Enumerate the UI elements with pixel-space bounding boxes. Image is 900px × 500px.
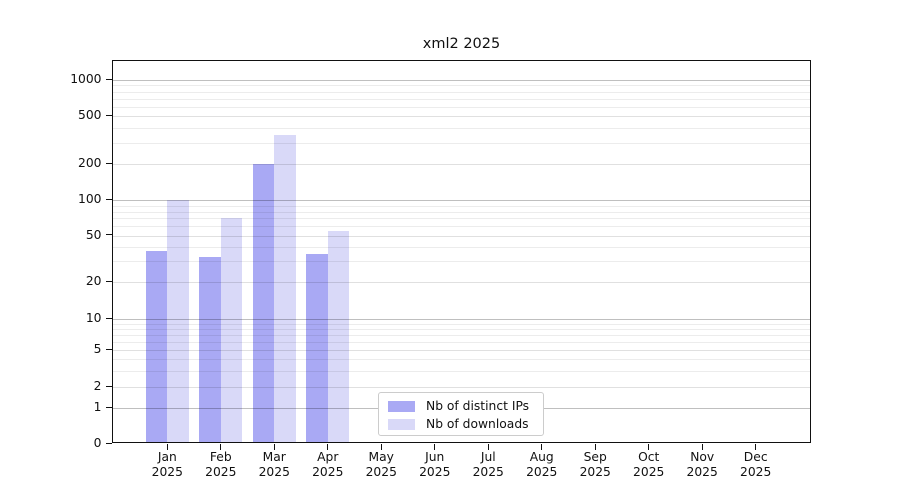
y-tick-label-2: 2 [93, 379, 102, 393]
legend-label-distinct-ips: Nb of distinct IPs [426, 399, 530, 413]
y-tick-mark-1 [105, 406, 112, 408]
x-tick-mark-nov [701, 443, 703, 450]
y-tick-label-1000: 1000 [70, 72, 102, 86]
bar-downloads-apr [327, 230, 350, 442]
gridline-60 [113, 226, 810, 228]
y-tick-mark-2 [105, 385, 112, 387]
y-tick-mark-100 [105, 198, 112, 201]
legend-item-distinct-ips: Nb of distinct IPs [379, 397, 543, 415]
x-tick-label-nov: Nov 2025 [686, 450, 718, 479]
gridline-70 [113, 218, 810, 220]
gridline-3 [113, 370, 810, 372]
x-tick-mark-jul [487, 443, 489, 450]
y-tick-label-20: 20 [85, 274, 102, 288]
bar-distinct-ips-apr [306, 253, 328, 442]
gridline-800 [113, 91, 810, 93]
y-tick-mark-0 [105, 442, 112, 445]
gridline-400 [113, 127, 810, 129]
bar-distinct-ips-mar [252, 164, 275, 442]
y-tick-mark-1000 [105, 78, 112, 80]
legend-swatch-downloads [388, 418, 415, 430]
plot-area [112, 60, 811, 443]
gridline-5 [113, 350, 810, 351]
gridline-7 [113, 334, 810, 336]
gridline-300 [113, 142, 810, 144]
bar-downloads-jan [167, 200, 189, 442]
x-tick-mark-feb [220, 443, 222, 450]
x-tick-mark-oct [648, 443, 650, 450]
y-tick-mark-50 [105, 234, 112, 236]
gridline-6 [113, 341, 810, 343]
gridline-80 [113, 211, 810, 213]
legend-item-downloads: Nb of downloads [379, 415, 543, 433]
gridline-600 [113, 106, 810, 108]
legend: Nb of distinct IPs Nb of downloads [378, 392, 544, 436]
y-tick-label-5: 5 [93, 342, 102, 356]
bar-downloads-mar [274, 134, 296, 442]
chart-title: xml2 2025 [422, 36, 501, 52]
x-tick-mark-sep [594, 443, 596, 450]
y-tick-label-10: 10 [85, 311, 102, 325]
x-tick-label-jul: Jul 2025 [472, 450, 504, 479]
bar-distinct-ips-feb [199, 256, 221, 442]
gridline-200 [113, 164, 810, 165]
gridline-500 [113, 116, 810, 117]
gridline-40 [113, 246, 810, 248]
gridline-700 [113, 98, 810, 100]
y-tick-label-500: 500 [78, 108, 102, 122]
bars-layer [113, 61, 810, 442]
x-tick-label-mar: Mar 2025 [258, 450, 290, 479]
gridline-10 [113, 319, 810, 320]
x-tick-mark-aug [541, 443, 543, 450]
gridline-100 [113, 200, 810, 202]
gridline-90 [113, 205, 810, 207]
gridlines-layer [113, 61, 810, 442]
x-tick-label-may: May 2025 [365, 450, 397, 479]
gridline-50 [113, 235, 810, 237]
x-tick-mark-jun [434, 443, 436, 450]
x-tick-mark-dec [755, 443, 757, 450]
x-tick-label-jan: Jan 2025 [151, 450, 183, 479]
x-tick-label-dec: Dec 2025 [740, 450, 772, 479]
gridline-900 [113, 85, 810, 87]
gridline-2 [113, 387, 810, 388]
x-tick-label-sep: Sep 2025 [579, 450, 611, 479]
bar-distinct-ips-jan [145, 250, 168, 442]
y-tick-mark-200 [105, 162, 112, 164]
x-tick-mark-mar [273, 443, 275, 450]
gridline-30 [113, 261, 810, 263]
x-tick-label-jun: Jun 2025 [419, 450, 451, 479]
gridline-9 [113, 323, 810, 325]
y-tick-mark-5 [105, 348, 112, 350]
gridline-20 [113, 282, 810, 283]
y-tick-mark-10 [105, 317, 112, 319]
y-tick-label-200: 200 [78, 156, 102, 170]
x-tick-label-aug: Aug 2025 [526, 450, 558, 479]
x-tick-mark-jan [166, 443, 168, 450]
bar-downloads-feb [220, 218, 243, 442]
gridline-8 [113, 328, 810, 330]
y-tick-label-50: 50 [85, 227, 102, 242]
y-tick-mark-500 [105, 114, 112, 116]
legend-label-downloads: Nb of downloads [426, 417, 529, 431]
y-tick-mark-20 [105, 280, 112, 282]
x-tick-label-feb: Feb 2025 [205, 450, 237, 479]
x-tick-mark-may [380, 443, 382, 450]
x-tick-label-oct: Oct 2025 [633, 450, 665, 479]
legend-swatch-distinct-ips [388, 400, 415, 412]
gridline-1000 [113, 80, 810, 81]
x-tick-label-apr: Apr 2025 [312, 450, 344, 479]
x-tick-mark-apr [327, 443, 329, 450]
y-tick-label-100: 100 [78, 192, 102, 207]
y-tick-label-0: 0 [93, 436, 102, 451]
y-tick-label-1: 1 [93, 400, 102, 414]
gridline-4 [113, 359, 810, 360]
